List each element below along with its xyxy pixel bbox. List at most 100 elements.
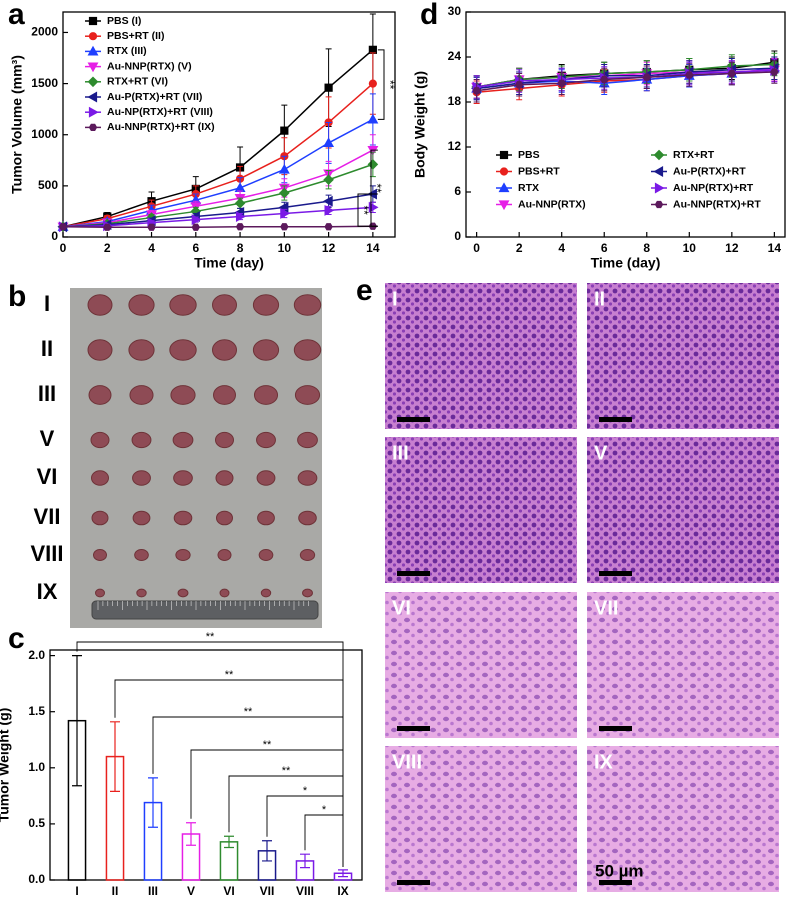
- legend-label: Au-NNP(RTX): [518, 198, 586, 210]
- marker: [727, 69, 737, 78]
- image-label: V: [594, 442, 608, 464]
- significance-bracket: [228, 775, 344, 867]
- legend-label: Au-NP(RTX)+RT: [673, 182, 754, 194]
- tumor: [252, 294, 280, 316]
- marker: [685, 71, 694, 79]
- marker: [514, 81, 524, 89]
- tumor: [219, 588, 230, 598]
- tumor: [298, 510, 317, 526]
- error-bar: [300, 853, 310, 869]
- histology-tint: [587, 592, 779, 738]
- tumor: [297, 431, 318, 449]
- row-label: III: [38, 381, 56, 406]
- error-bar: [110, 721, 120, 792]
- legend-marker: [654, 200, 664, 209]
- row-label: I: [44, 291, 50, 316]
- y-tick-label: 500: [38, 178, 58, 192]
- tumor: [173, 510, 193, 526]
- legend-label: RTX+RT: [673, 149, 715, 161]
- series-line: [62, 206, 373, 228]
- legend-label: PBS (I): [107, 15, 141, 27]
- tumor: [90, 431, 110, 449]
- y-tick-label: 0.5: [28, 816, 45, 830]
- tumor: [257, 510, 275, 526]
- x-tick-label: VI: [223, 884, 234, 898]
- marker: [642, 73, 651, 81]
- legend-marker: [88, 123, 98, 132]
- histology-image: [385, 592, 577, 738]
- tumor: [128, 339, 155, 361]
- y-tick-label: 18: [448, 94, 462, 108]
- photo-background: [70, 288, 322, 628]
- tumor: [95, 588, 105, 598]
- tumor: [216, 510, 233, 526]
- significance-label: **: [370, 183, 384, 193]
- tumor: [132, 510, 151, 526]
- scale-bar: [397, 726, 430, 731]
- plot-frame: [62, 11, 396, 238]
- histology-tint: [385, 592, 577, 738]
- significance-label: **: [282, 765, 291, 777]
- legend-marker: [653, 149, 665, 161]
- significance-label: *: [322, 804, 327, 816]
- y-tick-label: 1.0: [28, 760, 45, 774]
- row-label: VI: [37, 464, 58, 489]
- error-bar: [338, 869, 348, 878]
- panel-label: e: [356, 274, 373, 307]
- y-tick-label: 0: [51, 229, 58, 243]
- x-tick-label: 14: [768, 241, 782, 255]
- significance-label: *: [303, 785, 308, 797]
- marker: [367, 113, 379, 124]
- marker: [324, 83, 333, 92]
- marker: [235, 223, 245, 231]
- scale-bar-label: 50 µm: [595, 861, 644, 880]
- legend-label: Au-NNP(RTX)+RT (IX): [107, 121, 215, 133]
- tumor: [177, 588, 189, 598]
- histology-image: [385, 746, 577, 892]
- plot-frame: [465, 11, 786, 238]
- tumor: [260, 588, 272, 598]
- marker: [147, 223, 156, 231]
- marker: [279, 187, 290, 199]
- x-axis-title: Time (day): [591, 255, 661, 271]
- marker: [368, 79, 377, 88]
- panel-label: c: [8, 622, 25, 655]
- x-tick-label: 6: [192, 241, 199, 255]
- tumor: [252, 339, 280, 361]
- x-tick-label: 4: [148, 241, 155, 255]
- legend-label: Au-P(RTX)+RT (VII): [107, 91, 202, 103]
- tumor: [169, 339, 197, 361]
- x-axis-title: Time (day): [194, 255, 264, 271]
- significance-label: **: [383, 80, 397, 90]
- series-line: [62, 193, 373, 228]
- marker: [600, 75, 609, 84]
- x-tick-label: II: [112, 884, 119, 898]
- histology-image: [385, 437, 577, 583]
- legend-marker: [88, 106, 99, 118]
- significance-label: **: [225, 669, 234, 681]
- significance-bracket: [377, 49, 385, 120]
- significance-label: **: [263, 739, 272, 751]
- tumor: [297, 470, 318, 486]
- x-tick-label: 14: [366, 241, 380, 255]
- y-tick-label: 1500: [31, 76, 58, 90]
- histology-image: [587, 437, 779, 583]
- marker: [280, 208, 290, 219]
- series-line: [62, 225, 373, 229]
- tumor: [170, 385, 196, 405]
- significance-bracket: [152, 716, 344, 867]
- y-tick-label: 1000: [31, 127, 58, 141]
- tumor: [217, 548, 232, 562]
- marker: [278, 163, 290, 174]
- scale-bar: [599, 417, 632, 422]
- legend-label: RTX: [518, 182, 539, 194]
- error-bar: [148, 777, 158, 828]
- tumor: [91, 510, 109, 526]
- row-label: IX: [37, 579, 58, 604]
- legend-marker: [498, 200, 510, 211]
- image-label: IX: [594, 751, 614, 773]
- tumor: [136, 588, 147, 598]
- tumor: [91, 470, 109, 486]
- tumor: [299, 548, 316, 562]
- tumor: [132, 470, 151, 486]
